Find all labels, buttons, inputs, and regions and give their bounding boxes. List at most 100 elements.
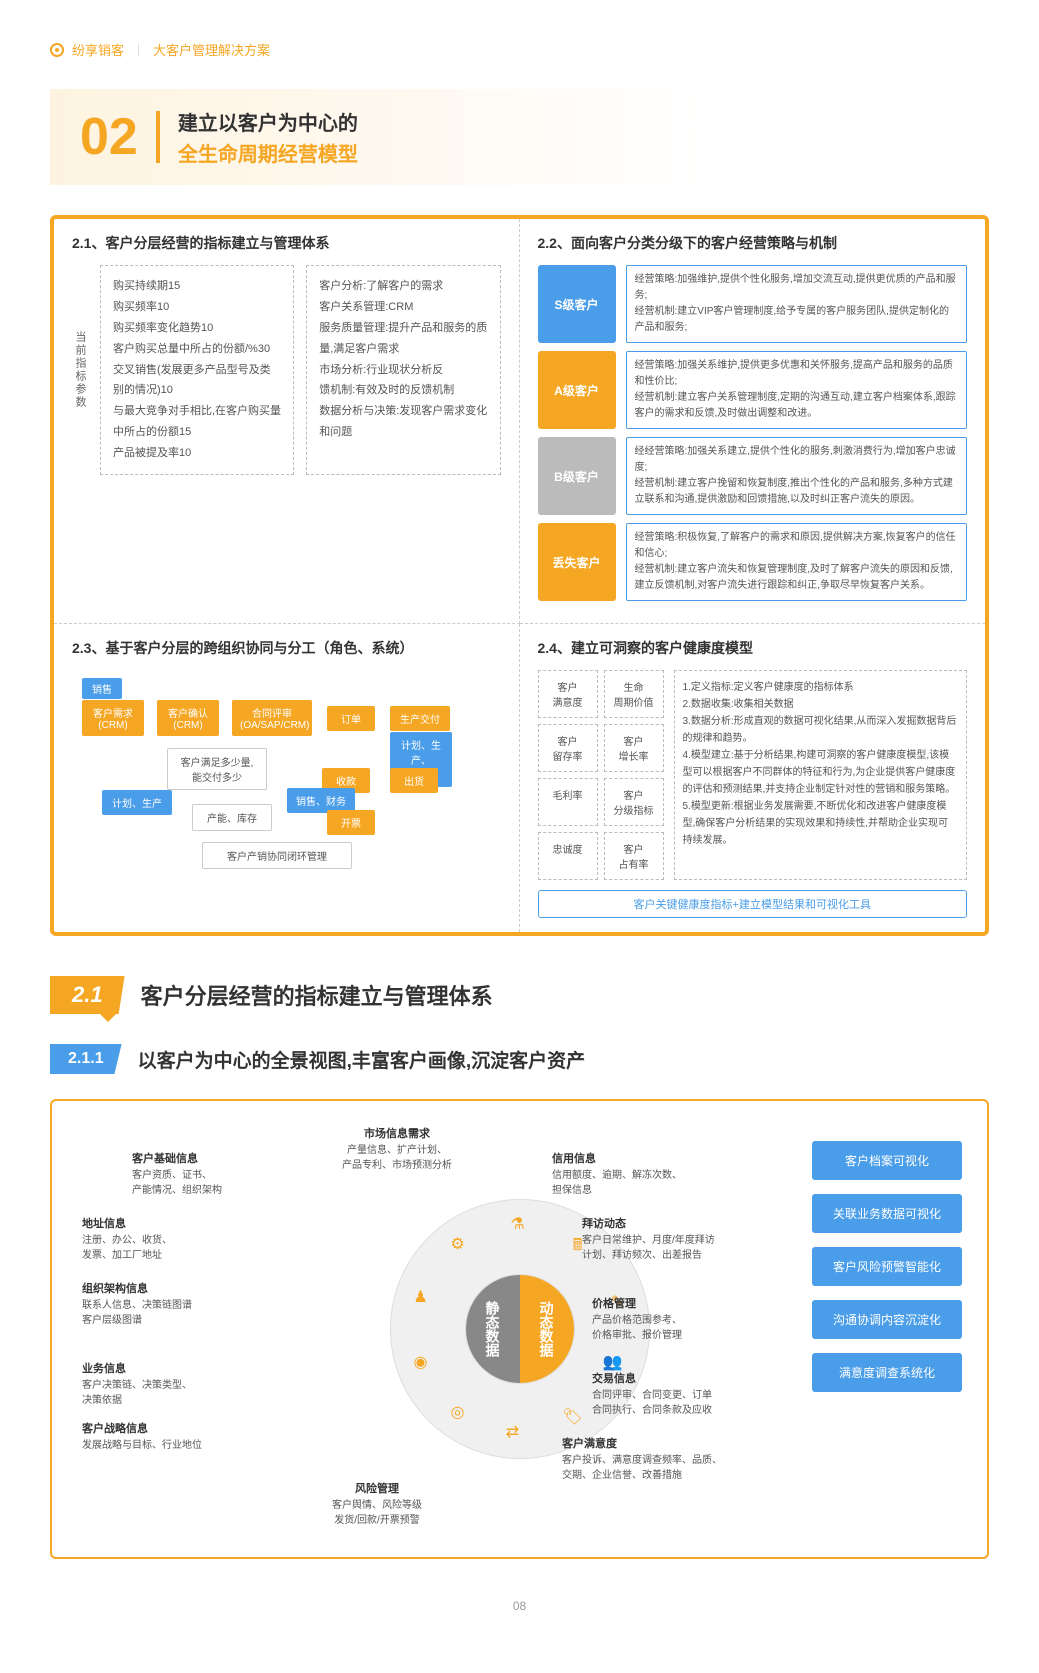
header-sep: ｜ [132,40,145,59]
anno-desc: 客户资质、证书、 产能情况、组织架构 [132,1168,222,1198]
anno-title: 交易信息 [592,1371,712,1388]
blue-buttons: 客户档案可视化关联业务数据可视化客户风险预警智能化沟通协调内容沉淀化满意度调查系… [812,1141,962,1392]
flow-node: 计划、生产 [102,790,172,815]
blue-button: 满意度调查系统化 [812,1353,962,1392]
anno-title: 信用信息 [552,1151,682,1168]
section-header: 02 建立以客户为中心的 全生命周期经营模型 [50,89,989,185]
blue-button: 客户风险预警智能化 [812,1247,962,1286]
cell-23: 2.3、基于客户分层的跨组织协同与分工（角色、系统） 销售 客户需求 (CRM)… [54,624,520,932]
section-title-1: 建立以客户为中心的 [178,107,358,136]
flow-node: 产能、库存 [192,804,272,831]
c24-box: 客户 留存率 [538,724,598,772]
c22-desc: 经营策略:加强关系维护,提供更多优惠和关怀服务,提高产品和服务的品质和性价比; … [626,351,968,429]
blue-button: 客户档案可视化 [812,1141,962,1180]
annotation: 风险管理客户舆情、风险等级 发货/回款/开票预警 [332,1481,422,1528]
seg-icon: ♟ [408,1284,434,1310]
product-name: 大客户管理解决方案 [153,40,270,59]
seg-icon: ⇄ [500,1419,526,1445]
overview-grid: 2.1、客户分层经营的指标建立与管理体系 当前指标参数 购买持续期15 购买频率… [50,215,989,936]
flow-node: 客户确认 (CRM) [157,700,219,736]
annotation: 组织架构信息联系人信息、决策链图谱 客户层级图谱 [82,1281,192,1328]
cell-21-sidelabel: 当前指标参数 [72,331,88,409]
anno-desc: 联系人信息、决策链图谱 客户层级图谱 [82,1298,192,1328]
c22-desc: 经营策略:加强维护,提供个性化服务,增加交流互动,提供更优质的产品和服务; 经营… [626,265,968,343]
c22-desc: 经营策略:积极恢复,了解客户的需求和原因,提供解决方案,恢复客户的信任和信心; … [626,523,968,601]
doc-header: 纷享销客 ｜ 大客户管理解决方案 [50,40,989,59]
c22-row: S级客户经营策略:加强维护,提供个性化服务,增加交流互动,提供更优质的产品和服务… [538,265,968,343]
anno-desc: 客户决策链、决策类型、 决策依据 [82,1378,192,1408]
anno-desc: 产品价格范围参考、 价格审批、报价管理 [592,1313,682,1343]
annotation: 交易信息合同评审、合同变更、订单 合同执行、合同条款及应收 [592,1371,712,1418]
sub-211-title: 以客户为中心的全景视图,丰富客户画像,沉淀客户资产 [138,1046,586,1073]
anno-title: 业务信息 [82,1361,192,1378]
anno-desc: 客户日常维护、月度/年度拜访 计划、拜访频次、出差报告 [582,1233,715,1263]
anno-title: 客户战略信息 [82,1421,202,1438]
c22-row: 丢失客户经营策略:积极恢复,了解客户的需求和原因,提供解决方案,恢复客户的信任和… [538,523,968,601]
c24-box: 忠诚度 [538,832,598,880]
seg-icon: 🏷 [560,1404,586,1430]
annotation: 客户战略信息发展战略与目标、行业地位 [82,1421,202,1453]
c24-box: 生命 周期价值 [604,670,664,718]
c22-tag: 丢失客户 [538,523,616,601]
brand-name: 纷享销客 [72,40,124,59]
c24-box: 客户 满意度 [538,670,598,718]
annotation: 客户基础信息客户资质、证书、 产能情况、组织架构 [132,1151,222,1198]
cell-22-title: 2.2、面向客户分类分级下的客户经营策略与机制 [538,233,968,253]
c22-tag: B级客户 [538,437,616,515]
anno-title: 价格管理 [592,1296,682,1313]
blue-button: 关联业务数据可视化 [812,1194,962,1233]
anno-desc: 产量信息、扩产计划、 产品专利、市场预测分析 [342,1143,452,1173]
anno-title: 市场信息需求 [342,1126,452,1143]
sub-211-num: 2.1.1 [50,1044,122,1074]
anno-title: 客户满意度 [562,1436,722,1453]
flow-node: 生产交付 [390,706,450,731]
annotation: 市场信息需求产量信息、扩产计划、 产品专利、市场预测分析 [342,1126,452,1173]
c24-box: 客户 分级指标 [604,778,664,826]
flow-node: 客户产销协同闭环管理 [202,842,352,869]
cell-23-title: 2.3、基于客户分层的跨组织协同与分工（角色、系统） [72,638,501,658]
anno-desc: 合同评审、合同变更、订单 合同执行、合同条款及应收 [592,1388,712,1418]
c24-box: 客户 占有率 [604,832,664,880]
sub-211-header: 2.1.1 以客户为中心的全景视图,丰富客户画像,沉淀客户资产 [50,1044,989,1074]
anno-title: 组织架构信息 [82,1281,192,1298]
seg-icon: ◉ [408,1349,434,1375]
flow-node: 开票 [327,810,375,835]
c24-box: 客户 增长率 [604,724,664,772]
flow-node: 客户满足多少量, 能交付多少 [167,748,267,790]
section-title-2: 全生命周期经营模型 [178,138,358,167]
sub-21-header: 2.1 客户分层经营的指标建立与管理体系 [50,976,989,1014]
anno-title: 客户基础信息 [132,1151,222,1168]
wheel-center: 静态数据 动态数据 [465,1274,575,1384]
cell-24-desc: 1.定义指标:定义客户健康度的指标体系 2.数据收集:收集相关数据 3.数据分析… [674,670,968,880]
c24-box: 毛利率 [538,778,598,826]
cell-24-title: 2.4、建立可洞察的客户健康度模型 [538,638,968,658]
anno-desc: 客户投诉、满意度调查频率、品质、 交期、企业信誉、改善措施 [562,1453,722,1483]
cell-21-leftbox: 购买持续期15 购买频率10 购买频率变化趋势10 客户购买总量中所占的份额/%… [100,265,294,475]
cell-21: 2.1、客户分层经营的指标建立与管理体系 当前指标参数 购买持续期15 购买频率… [54,219,520,624]
c22-tag: A级客户 [538,351,616,429]
section-bar [156,111,160,163]
cell-24: 2.4、建立可洞察的客户健康度模型 客户 满意度生命 周期价值客户 留存率客户 … [520,624,986,932]
anno-title: 风险管理 [332,1481,422,1498]
annotation: 信用信息信用额度、逾期、解冻次数、 担保信息 [552,1151,682,1198]
flow-node: 客户需求 (CRM) [82,700,144,736]
seg-icon: ⚗ [505,1211,531,1237]
cell-24-foot: 客户关键健康度指标+建立模型结果和可视化工具 [538,890,968,918]
sales-tag: 销售 [82,678,122,699]
sub-21-num: 2.1 [50,976,125,1014]
annotation: 拜访动态客户日常维护、月度/年度拜访 计划、拜访频次、出差报告 [582,1216,715,1263]
annotation: 价格管理产品价格范围参考、 价格审批、报价管理 [592,1296,682,1343]
seg-icon: ◎ [445,1399,471,1425]
anno-title: 拜访动态 [582,1216,715,1233]
c22-row: B级客户经经营策略:加强关系建立,提供个性化的服务,刺激消费行为,增加客户忠诚度… [538,437,968,515]
c22-row: A级客户经营策略:加强关系维护,提供更多优惠和关怀服务,提高产品和服务的品质和性… [538,351,968,429]
seg-icon: ⚙ [445,1231,471,1257]
sub-21-title: 客户分层经营的指标建立与管理体系 [141,979,493,1011]
annotation: 业务信息客户决策链、决策类型、 决策依据 [82,1361,192,1408]
annotation: 地址信息注册、办公、收货、 发票、加工厂地址 [82,1216,172,1263]
flow-node: 订单 [327,706,375,731]
flow-node: 出货 [390,768,438,793]
c22-desc: 经经营策略:加强关系建立,提供个性化的服务,刺激消费行为,增加客户忠诚度; 经营… [626,437,968,515]
anno-desc: 信用额度、逾期、解冻次数、 担保信息 [552,1168,682,1198]
panorama-diagram: ⚗ 🖩 ✎ 👥 🏷 ⇄ ◎ ◉ ♟ ⚙ 静态数据 动态数据 市场信息需求产量信息… [50,1099,989,1559]
